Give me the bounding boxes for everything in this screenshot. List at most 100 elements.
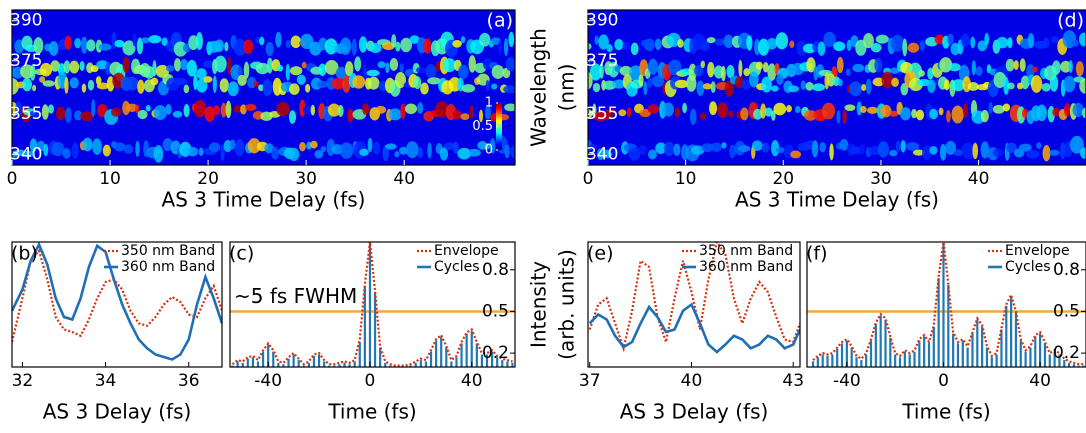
plot-area (588, 10, 1086, 165)
heatmap-texture (700, 40, 710, 52)
heatmap-texture (717, 102, 729, 118)
heatmap-texture (838, 78, 843, 87)
heatmap-texture (153, 105, 167, 121)
heatmap-texture (912, 149, 925, 156)
heatmap-texture (105, 61, 112, 75)
heatmap-texture (929, 145, 938, 155)
heatmap-texture (400, 37, 413, 53)
heatmap-texture (606, 44, 613, 53)
heatmap-texture (804, 110, 817, 121)
heatmap-texture (707, 61, 715, 78)
heatmap-texture (12, 77, 19, 95)
heatmap-texture (622, 41, 630, 51)
heatmap-texture (265, 41, 274, 57)
heatmap-texture (389, 57, 399, 71)
plot-frame (11, 241, 223, 368)
heatmap-texture (975, 66, 983, 77)
heatmap-texture (417, 147, 424, 159)
heatmap-texture (796, 40, 807, 56)
heatmap-texture (612, 79, 626, 89)
heatmap-texture (43, 143, 49, 157)
legend-label: 360 nm Band (121, 259, 215, 275)
heatmap-texture (775, 147, 786, 154)
heatmap-texture (811, 140, 819, 158)
heatmap-texture (682, 102, 687, 114)
heatmap-texture (337, 104, 344, 117)
heatmap-texture (845, 68, 851, 77)
heatmap-texture (993, 71, 1007, 88)
heatmap-texture (817, 41, 826, 56)
x-tick-label: 0 (365, 371, 376, 391)
heatmap-texture (143, 65, 155, 79)
heatmap-texture (677, 39, 684, 48)
heatmap-texture (836, 110, 841, 124)
heatmap-texture (806, 57, 816, 73)
heatmap-texture (80, 36, 88, 54)
heatmap-texture (919, 40, 925, 51)
heatmap-texture (648, 149, 657, 160)
heatmap-texture (1042, 37, 1050, 49)
heatmap-texture (609, 147, 624, 154)
y-tick-label: 0.5 (482, 301, 509, 321)
heatmap-texture (234, 139, 245, 157)
heatmap-texture (721, 142, 727, 149)
heatmap-texture (918, 70, 925, 77)
heatmap-texture (198, 147, 204, 156)
heatmap-texture (304, 83, 311, 93)
heatmap-texture (594, 35, 599, 45)
series-line (588, 302, 800, 354)
heatmap-texture (823, 31, 836, 48)
x-tick-label: 34 (95, 371, 117, 391)
heatmap-texture (1075, 61, 1084, 77)
x-tick-label: 30 (870, 169, 892, 189)
heatmap-texture (505, 57, 515, 72)
heatmap-texture (125, 76, 139, 91)
heatmap-texture (729, 144, 736, 159)
heatmap-texture (1003, 77, 1010, 95)
heatmap-texture (761, 142, 770, 153)
heatmap-texture (342, 75, 351, 93)
heatmap-texture (603, 109, 612, 121)
heatmap-texture (880, 104, 892, 118)
x-axis-label: Time (fs) (901, 400, 990, 424)
y-tick-label: 390 (10, 11, 42, 31)
heatmap-texture (362, 103, 370, 115)
heatmap-texture (153, 145, 164, 163)
heatmap-texture (288, 147, 300, 162)
heatmap-texture (243, 61, 250, 79)
heatmap-texture (771, 110, 776, 121)
heatmap-texture (491, 83, 498, 90)
heatmap-texture (988, 101, 993, 114)
heatmap-texture (162, 138, 173, 152)
heatmap-texture (1032, 66, 1038, 73)
heatmap-texture (102, 144, 111, 157)
heatmap-texture (434, 101, 449, 118)
heatmap-texture (1080, 147, 1086, 159)
heatmap-texture (173, 58, 182, 72)
heatmap-texture (80, 111, 94, 122)
heatmap-texture (39, 62, 53, 77)
heatmap-texture (702, 83, 713, 90)
heatmap-texture (760, 103, 767, 119)
heatmap-texture (647, 104, 660, 114)
legend-label: 350 nm Band (699, 243, 793, 259)
heatmap-texture (877, 141, 889, 158)
heatmap-texture (347, 108, 354, 123)
heatmap-texture (460, 36, 466, 44)
x-axis-label: AS 3 Delay (fs) (620, 400, 769, 424)
heatmap-texture (354, 56, 362, 72)
heatmap-texture (651, 75, 665, 88)
heatmap-texture (1002, 103, 1011, 112)
heatmap-texture (1060, 60, 1072, 73)
heatmap-texture (724, 80, 735, 97)
heatmap-texture (439, 147, 449, 161)
heatmap-texture (962, 103, 969, 118)
heatmap-texture (503, 38, 509, 57)
heatmap-texture (655, 142, 667, 154)
heatmap-texture (255, 62, 270, 75)
x-axis-label: AS 3 Time Delay (fs) (162, 188, 366, 212)
x-axis-label: AS 3 Delay (fs) (43, 400, 192, 424)
heatmap-texture (860, 105, 867, 114)
heatmap-texture (172, 110, 183, 118)
heatmap-texture (113, 142, 126, 152)
